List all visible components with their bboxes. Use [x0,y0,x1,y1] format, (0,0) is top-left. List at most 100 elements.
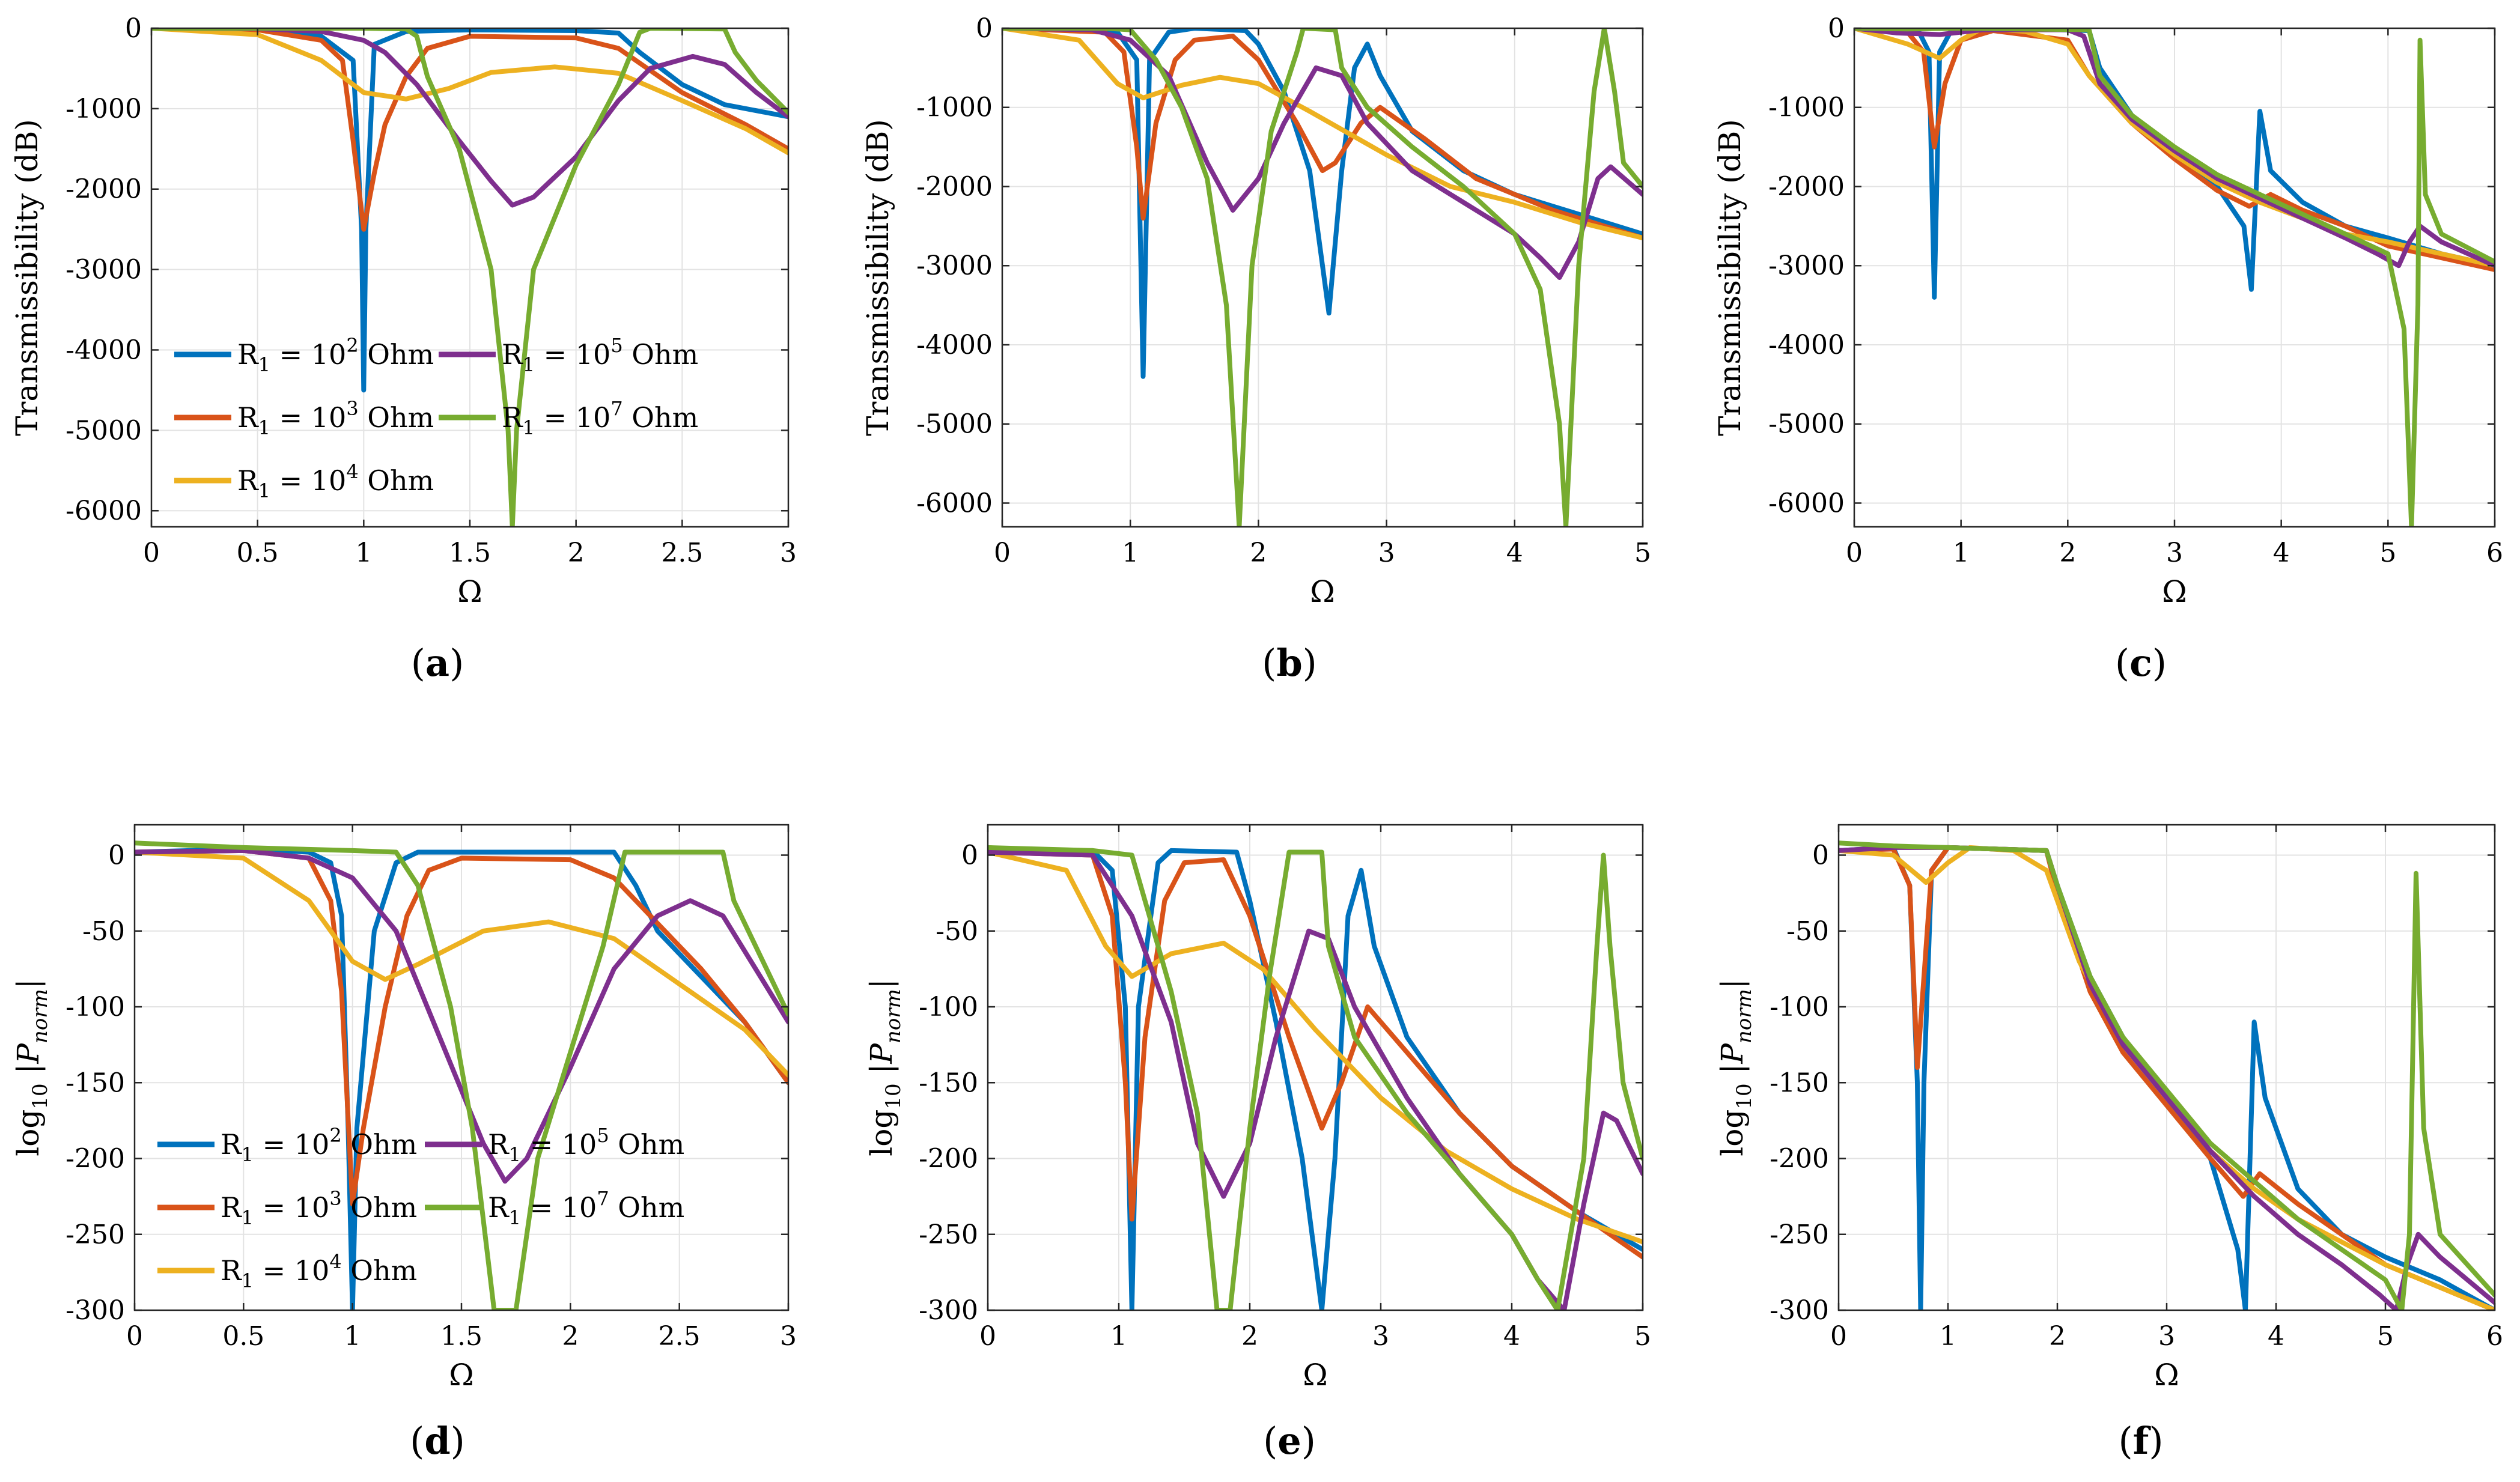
y-tick-label: -2000 [916,171,993,202]
x-axis-label: Ω [457,574,482,609]
x-tick-label: 2 [1241,1321,1258,1352]
x-tick-label: 3 [2166,538,2183,568]
y-tick-label: -6000 [916,488,993,518]
y-tick-label: -2000 [65,174,142,205]
x-tick-label: 0 [1830,1321,1847,1352]
y-tick-label: -2000 [1768,171,1845,202]
series-line-purple [988,849,1643,1310]
y-tick-label: 0 [961,840,978,871]
x-tick-label: 0 [979,1321,996,1352]
series-group [1002,28,1643,527]
y-tick-label: -5000 [1768,409,1845,440]
series-line-purple [1002,28,1643,280]
legend-label: R1 = 105 Ohm [502,334,698,376]
legend-label: R1 = 102 Ohm [237,334,434,376]
x-tick-label: 6 [2486,1321,2503,1352]
x-axis-label: Ω [1303,1358,1327,1392]
series-line-green [1839,840,2495,1310]
legend-label: R1 = 107 Ohm [502,397,698,439]
y-axis-label: Transmissibility (dB) [1712,119,1747,436]
legend: R1 = 102 Ohm R1 = 105 Ohm R1 = 103 Ohm R1 =… [157,1124,684,1292]
series-line-yellow [151,28,788,156]
legend: R1 = 102 Ohm R1 = 105 Ohm R1 = 103 Ohm R1 =… [174,334,698,502]
panel-caption: (b) [1262,641,1317,685]
series-line-blue [135,846,788,1310]
legend-label: R1 = 102 Ohm [221,1124,417,1166]
x-tick-label: 4 [2273,538,2290,568]
x-tick-label: 0 [143,538,160,568]
x-tick-label: 4 [1506,538,1523,568]
x-tick-label: 0 [1846,538,1863,568]
x-tick-label: 2.5 [659,1321,701,1352]
series-line-blue [151,28,788,393]
x-tick-label: 1 [355,538,372,568]
series-line-orange [1839,845,2495,1310]
chart-panel-c: 0 1 2 3 4 5 6 0 -1000 -2000 -3000 -4000 -5000 -6000 Ω T… [1712,13,2503,685]
y-tick-label: 0 [108,840,125,871]
y-tick-label: -5000 [916,409,993,440]
legend-label: R1 = 105 Ohm [488,1124,684,1166]
y-tick-label: -3000 [916,251,993,281]
x-tick-label: 1 [344,1321,361,1352]
legend-label: R1 = 103 Ohm [237,397,434,439]
panel-caption: (f) [2118,1419,2163,1463]
y-tick-label: -300 [1770,1295,1829,1326]
x-tick-label: 5 [1634,538,1651,568]
y-tick-label: -5000 [65,415,142,446]
x-tick-label: 3 [780,538,797,568]
y-tick-label: -4000 [1768,330,1845,360]
x-tick-label: 1 [1122,538,1139,568]
y-tick-label: 0 [976,13,993,44]
x-tick-label: 0 [126,1321,143,1352]
y-axis-label: Transmissibility (dB) [860,119,895,436]
x-axis-label: Ω [449,1358,473,1392]
series-line-purple [151,28,788,208]
y-tick-label: -100 [919,992,978,1022]
chart-panel-b: 0 1 2 3 4 5 0 -1000 -2000 -3000 -4000 -5000 -6000 Ω Tr… [860,13,1651,685]
x-axis-label: Ω [1310,574,1335,609]
series-line-yellow [135,849,788,1078]
y-tick-label: -1000 [916,93,993,123]
x-tick-label: 6 [2486,538,2503,568]
x-tick-label: 5 [2379,538,2396,568]
y-tick-label: -300 [65,1295,125,1326]
legend-label: R1 = 107 Ohm [488,1187,684,1229]
y-tick-label: -1000 [1768,93,1845,123]
series-group [988,845,1643,1310]
series-line-green [1854,28,2495,527]
y-axis-label: log10 |Pnorm| [864,979,905,1156]
plot-area [988,825,1643,1310]
x-tick-label: 2 [2059,538,2076,568]
x-tick-label: 1.5 [440,1321,482,1352]
series-line-purple [135,848,788,1184]
x-tick-label: 2 [1250,538,1267,568]
chart-panel-a: 0 0.5 1 1.5 2 2.5 3 0 -1000 -2000 -3000 -4000 -5000 -… [10,13,797,685]
series-group [135,840,788,1310]
series-line-yellow [988,849,1643,1245]
x-axis-label: Ω [2154,1358,2179,1392]
x-tick-label: 2 [2049,1321,2066,1352]
x-tick-label: 0.5 [237,538,279,568]
chart-panel-d: 0 0.5 1 1.5 2 2.5 3 0 -50 -100 -150 -200 -250 -300 Ωlo… [11,824,797,1463]
legend-label: R1 = 103 Ohm [221,1187,417,1229]
series-line-green [1002,28,1643,527]
series-line-orange [135,848,788,1207]
series-group [1854,28,2495,527]
y-tick-label: -1000 [65,94,142,124]
panel-caption: (a) [411,641,464,685]
x-tick-label: 4 [2268,1321,2284,1352]
x-tick-label: 5 [1634,1321,1651,1352]
y-tick-label: -6000 [65,496,142,526]
y-tick-label: 0 [1828,13,1845,44]
series-group [1839,840,2495,1310]
x-tick-label: 5 [2377,1321,2394,1352]
series-line-green [988,845,1643,1310]
y-tick-label: -50 [936,916,978,947]
x-tick-label: 3 [1378,538,1395,568]
series-line-green [135,840,788,1310]
x-tick-label: 1.5 [449,538,491,568]
x-tick-label: 1 [1110,1321,1127,1352]
legend-label: R1 = 104 Ohm [221,1250,417,1292]
y-tick-label: -4000 [916,330,993,360]
